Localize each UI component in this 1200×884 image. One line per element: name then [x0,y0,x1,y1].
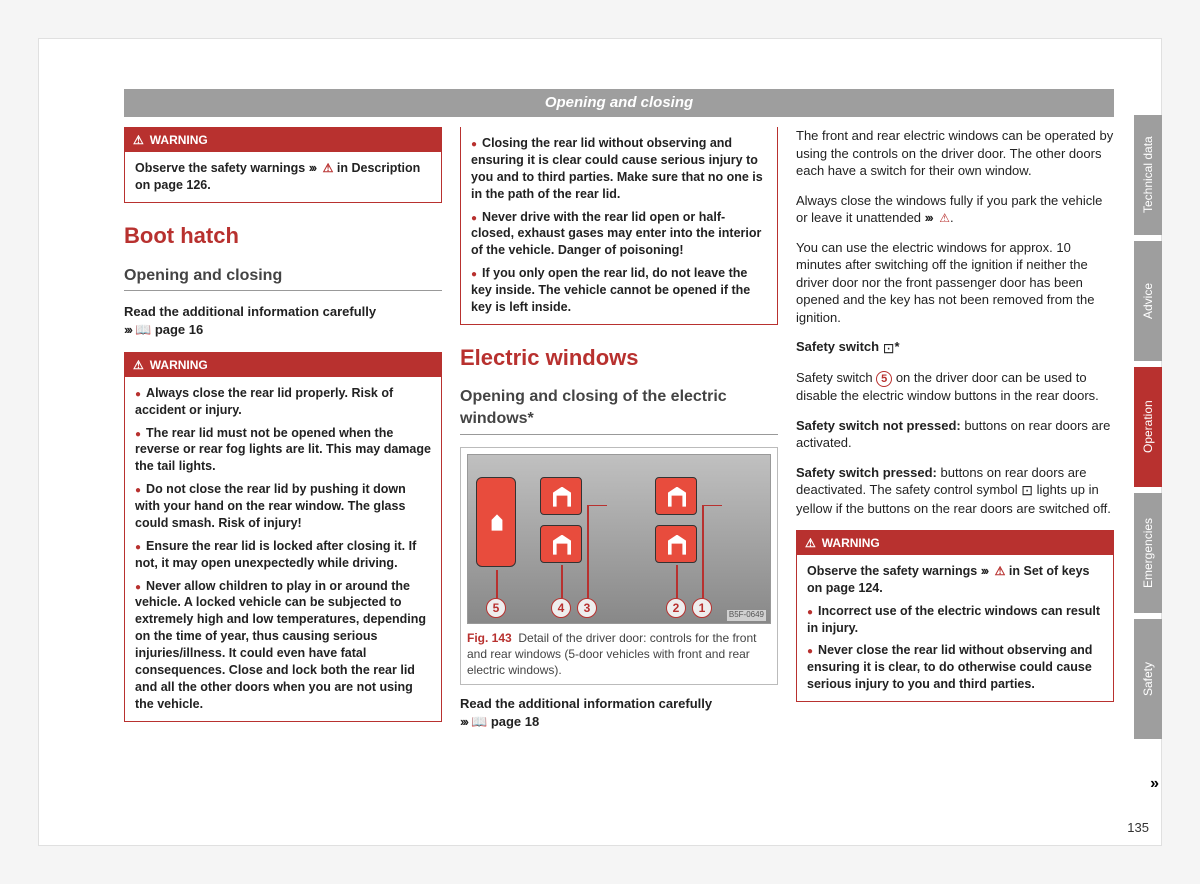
warning-box-boot-hatch: WARNING Always close the rear lid proper… [124,352,442,722]
figure-ref-code: B5F-0649 [727,610,766,621]
safety-switch-heading: Safety switch ⊡* [796,338,1114,357]
page-ref: page 16 [155,322,203,337]
figure-image-window-controls: 5 4 3 2 1 B5F-0649 [467,454,771,624]
tab-emergencies[interactable]: Emergencies [1134,493,1162,613]
warning-box-boot-hatch-cont: Closing the rear lid without observing a… [460,127,778,325]
warning-triangle-icon: ⚠ [995,564,1006,578]
page-ref: page 18 [491,714,539,729]
leader-line [702,505,704,598]
chevron-icon: ››› [124,322,131,337]
warning-bullet: Never close the rear lid without observi… [807,642,1103,693]
book-icon: 📖 [135,322,151,337]
warning-body: Always close the rear lid properly. Risk… [125,377,441,721]
warning-triangle-icon: ⚠ [939,211,950,225]
window-button [655,477,697,515]
paragraph: Safety switch pressed: buttons on rear d… [796,464,1114,518]
callout-2: 2 [666,598,686,618]
page-header: Opening and closing [124,89,1114,117]
paragraph: Safety switch 5 on the driver door can b… [796,369,1114,404]
warning-header: WARNING [125,128,441,152]
figure-caption: Fig. 143 Detail of the driver door: cont… [467,630,771,679]
warning-box-observe-1: WARNING Observe the safety warnings ››› … [124,127,442,203]
safety-switch-button [476,477,516,567]
continuation-chevron-icon: » [1150,775,1159,793]
leader-line [676,565,678,598]
tab-technical-data[interactable]: Technical data [1134,115,1162,235]
content-columns: WARNING Observe the safety warnings ››› … [124,127,1114,847]
paragraph: Always close the windows fully if you pa… [796,192,1114,227]
warning-body: Closing the rear lid without observing a… [461,127,777,324]
callout-5: 5 [486,598,506,618]
read-additional-1: Read the additional information carefull… [124,303,442,339]
leader-line [587,505,589,598]
read-additional-2: Read the additional information carefull… [460,695,778,731]
paragraph-pre: Always close the windows fully if you pa… [796,193,1102,226]
paragraph: Safety switch not pressed: buttons on re… [796,417,1114,452]
pressed-label: Safety switch pressed: [796,465,937,480]
leader-line [561,565,563,598]
leader-line [587,505,607,507]
warning-box-electric-windows: WARNING Observe the safety warnings ››› … [796,530,1114,702]
callout-inline-5: 5 [876,371,892,387]
paragraph: The front and rear electric windows can … [796,127,1114,180]
column-2: Closing the rear lid without observing a… [460,127,778,847]
warning-header: WARNING [125,353,441,377]
text-pre: Safety switch [796,370,876,385]
warning-body: Observe the safety warnings ››› ⚠ in Des… [125,152,441,202]
side-tabs: Technical data Advice Operation Emergenc… [1134,115,1162,745]
callout-3: 3 [577,598,597,618]
warning-bullet: Ensure the rear lid is locked after clos… [135,538,431,572]
chevron-icon: ››› [925,210,932,225]
warning-line: Observe the safety warnings ››› ⚠ in Set… [807,563,1103,597]
warning-bullet: The rear lid must not be opened when the… [135,425,431,476]
warning-body: Observe the safety warnings ››› ⚠ in Set… [797,555,1113,701]
column-3: The front and rear electric windows can … [796,127,1114,847]
figure-143: 5 4 3 2 1 B5F-0649 Fig. 143 Detail of th… [460,447,778,686]
warning-header: WARNING [797,531,1113,555]
tab-advice[interactable]: Advice [1134,241,1162,361]
chevron-icon: ››› [460,714,467,729]
callout-1: 1 [692,598,712,618]
window-button [540,477,582,515]
read-additional-text: Read the additional information carefull… [124,304,376,319]
callout-4: 4 [551,598,571,618]
warning-bullet: Always close the rear lid properly. Risk… [135,385,431,419]
window-button [540,525,582,563]
text-pre: Observe the safety warnings [807,564,981,578]
warning-bullet: Never allow children to play in or aroun… [135,578,431,713]
asterisk: * [894,339,899,354]
subsection-electric-windows: Opening and closing of the electric wind… [460,386,778,434]
warning-bullet: Do not close the rear lid by pushing it … [135,481,431,532]
warning-bullet: Closing the rear lid without observing a… [471,135,767,203]
read-additional-text: Read the additional information carefull… [460,696,712,711]
page-number: 135 [1127,820,1149,835]
warning-triangle-icon: ⚠ [323,161,334,175]
warning-bullet: Incorrect use of the electric windows ca… [807,603,1103,637]
manual-page: Opening and closing WARNING Observe the … [38,38,1162,846]
warning-text-pre: Observe the safety warnings [135,161,309,175]
window-button [655,525,697,563]
book-icon: 📖 [471,714,487,729]
subsection-opening-closing: Opening and closing [124,265,442,292]
warning-bullet: If you only open the rear lid, do not le… [471,265,767,316]
section-title-boot-hatch: Boot hatch [124,221,442,251]
chevron-icon: ››› [981,564,988,578]
window-lock-icon: ⊡ [883,339,895,358]
column-1: WARNING Observe the safety warnings ››› … [124,127,442,847]
window-lock-icon: ⊡ [1021,481,1033,500]
section-title-electric-windows: Electric windows [460,343,778,373]
safety-switch-label: Safety switch [796,339,883,354]
tab-safety[interactable]: Safety [1134,619,1162,739]
chevron-icon: ››› [309,161,316,175]
paragraph: You can use the electric windows for app… [796,239,1114,327]
not-pressed-label: Safety switch not pressed: [796,418,961,433]
warning-bullet: Never drive with the rear lid open or ha… [471,209,767,260]
leader-line [496,570,498,598]
tab-operation[interactable]: Operation [1134,367,1162,487]
figure-label: Fig. 143 [467,631,512,645]
leader-line [702,505,722,507]
